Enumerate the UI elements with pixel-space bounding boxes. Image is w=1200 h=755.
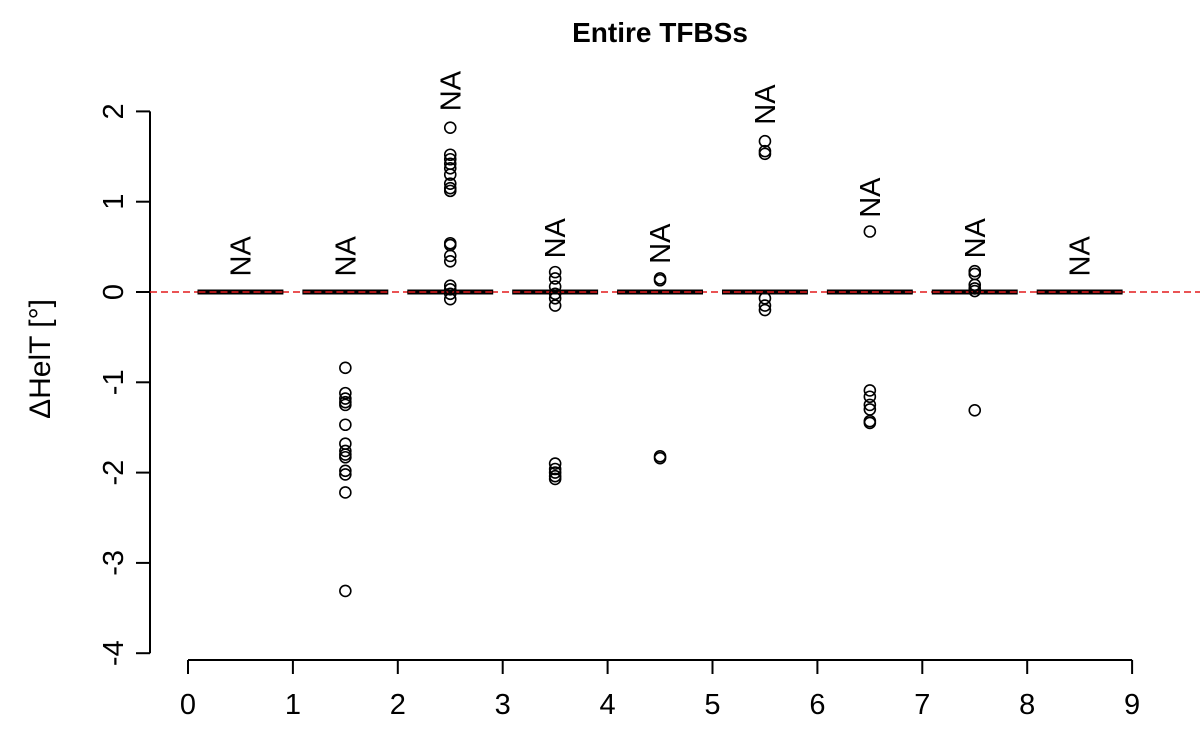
na-label: NA [225,236,257,277]
outlier-point [863,416,877,430]
y-tick-label: -3 [98,550,130,576]
outlier-point [443,168,457,181]
outlier-point [758,299,772,312]
outlier-point [758,303,772,317]
outlier-point [443,152,457,166]
outlier-point [968,278,982,292]
outlier-point [548,466,562,479]
outlier-point [443,121,457,134]
outlier-point [339,361,352,375]
outlier-point [758,134,772,148]
outlier-point [548,272,562,285]
box-group: NA [197,236,284,295]
y-tick-label: -4 [98,640,130,666]
na-label: NA [1065,236,1097,277]
box-group: NA [931,217,1018,417]
outlier-point [339,468,352,481]
na-label: NA [330,236,362,277]
box-group: NA [407,70,494,306]
box-group: NA [617,223,704,465]
box-group: NA [721,84,808,317]
y-tick-label: 2 [98,103,130,119]
outlier-point [863,225,877,238]
outlier-point [443,249,457,263]
outlier-point [863,384,877,397]
outlier-point [443,279,457,292]
box-group: NA [826,177,913,430]
outlier-point [548,299,562,312]
outlier-point [758,147,772,161]
y-tick-label: -1 [98,369,130,395]
outlier-point [968,284,982,298]
marks-group: NA NA NA NA NA NA NA NA NA [197,70,1123,598]
na-label: NA [435,70,467,111]
na-label: NA [750,84,782,125]
x-tick-label: 7 [914,689,930,721]
outlier-point [863,390,877,404]
outlier-point [443,177,457,190]
outlier-point [548,292,562,305]
y-tick-label: 1 [98,194,130,210]
outlier-point [339,486,352,499]
outlier-point [863,398,877,412]
outlier-point [339,398,352,412]
outlier-point [339,584,352,598]
x-tick-label: 2 [390,689,406,721]
outlier-point [339,444,352,458]
y-tick-label: 0 [98,284,130,300]
na-label: NA [645,223,677,264]
outlier-point [653,273,667,287]
x-tick-label: 5 [704,689,720,721]
x-tick-label: 0 [180,689,196,721]
outlier-point [339,418,352,432]
outlier-point [443,282,457,296]
outlier-point [443,292,457,306]
outlier-point [443,287,457,301]
outlier-point [339,392,352,405]
axes-group: 0 1 2 3 4 5 6 7 8 9 -4 -3 -2 -1 0 1 2 [98,103,1200,721]
box-group: NA [512,217,599,486]
outlier-point [548,265,562,279]
outlier-point [548,472,562,486]
outlier-point [443,184,457,198]
outlier-point [443,161,457,175]
outlier-point [968,403,982,417]
box-group: NA [1036,236,1123,295]
x-tick-label: 6 [809,689,825,721]
na-label: NA [855,177,887,218]
x-tick-label: 3 [495,689,511,721]
x-tick-label: 8 [1019,689,1035,721]
na-label: NA [540,217,572,258]
outlier-point [443,254,457,268]
outlier-point [548,457,562,470]
outlier-point [339,450,352,464]
chart-title: Entire TFBSs [572,17,748,48]
outlier-point [548,462,562,476]
outlier-point [339,464,352,478]
outlier-point [653,451,667,465]
x-tick-label: 1 [285,689,301,721]
box-group: NA [302,236,389,598]
x-tick-label: 9 [1124,689,1140,721]
outlier-point [443,148,457,162]
y-axis-title: ΔHelT [°] [24,299,57,419]
na-label: NA [960,217,992,258]
y-tick-label: -2 [98,460,130,486]
x-tick-label: 4 [600,689,616,721]
